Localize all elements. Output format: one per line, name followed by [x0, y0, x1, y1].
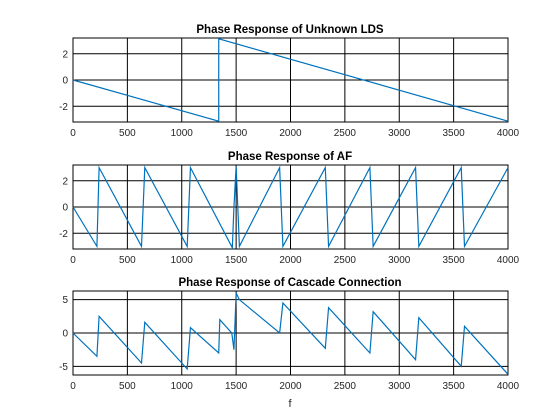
series [72, 165, 509, 250]
x-tick-label: 500 [119, 255, 136, 266]
x-tick-label: 3500 [443, 128, 466, 139]
x-tick-label: 500 [119, 128, 136, 139]
y-tick-label: 2 [62, 49, 68, 60]
x-tick-label: 3500 [443, 255, 466, 266]
series [72, 292, 509, 375]
x-tick-label: 1500 [225, 381, 248, 392]
x-tick-label: 3000 [388, 255, 411, 266]
y-tick-label: -2 [59, 102, 68, 113]
y-tick-label: -2 [59, 229, 68, 240]
y-ticks: -2 0 2 [59, 49, 68, 113]
y-ticks: -5 0 5 [59, 295, 68, 373]
subplot-af: 0 500 1000 1500 2000 2500 3000 3500 4000 -2 0 2 Ph… [59, 151, 519, 266]
x-tick-label: 0 [70, 255, 76, 266]
x-tick-label: 4000 [497, 128, 520, 139]
chart-title: Phase Response of Cascade Connection [178, 277, 401, 289]
chart-title: Phase Response of Unknown LDS [196, 24, 384, 36]
x-tick-label: 2500 [334, 255, 357, 266]
x-axis-label: f [288, 398, 292, 410]
x-tick-label: 2000 [279, 128, 302, 139]
y-tick-label: -5 [59, 362, 68, 373]
y-tick-label: 0 [62, 76, 68, 87]
x-tick-label: 4000 [497, 255, 520, 266]
series-line [72, 165, 509, 250]
x-tick-label: 0 [70, 128, 76, 139]
x-tick-label: 0 [70, 381, 76, 392]
x-tick-label: 2500 [334, 128, 357, 139]
series-line [72, 37, 509, 123]
grid [73, 291, 508, 375]
x-tick-label: 2500 [334, 381, 357, 392]
x-tick-label: 3000 [388, 381, 411, 392]
x-tick-label: 1500 [225, 128, 248, 139]
subplot-unknown-lds: 0 500 1000 1500 2000 2500 3000 3500 4000 -2 0 2 Ph… [59, 24, 519, 139]
subplot-cascade: 0 500 1000 1500 2000 2500 3000 3500 4000 -505 Ph… [59, 277, 519, 392]
x-tick-label: 2000 [279, 381, 302, 392]
y-tick-label: 5 [62, 295, 68, 306]
x-tick-label: 3500 [443, 381, 466, 392]
series-line [72, 292, 509, 375]
chart-title: Phase Response of AF [228, 151, 352, 163]
x-ticks: 0 500 1000 1500 2000 2500 3000 3500 4000 [70, 128, 519, 139]
y-tick-label: 2 [62, 176, 68, 187]
x-tick-label: 1500 [225, 255, 248, 266]
x-tick-label: 1000 [171, 255, 194, 266]
x-ticks: 0 500 1000 1500 2000 2500 3000 3500 4000 [70, 381, 519, 392]
grid [73, 38, 508, 122]
x-tick-label: 1000 [171, 128, 194, 139]
x-tick-label: 1000 [171, 381, 194, 392]
x-tick-label: 500 [119, 381, 136, 392]
y-tick-label: 0 [62, 329, 68, 340]
x-tick-label: 3000 [388, 128, 411, 139]
y-tick-label: 0 [62, 203, 68, 214]
x-tick-label: 4000 [497, 381, 520, 392]
x-tick-label: 2000 [279, 255, 302, 266]
x-ticks: 0 500 1000 1500 2000 2500 3000 3500 4000 [70, 255, 519, 266]
series [72, 37, 509, 123]
y-ticks: -2 0 2 [59, 176, 68, 240]
